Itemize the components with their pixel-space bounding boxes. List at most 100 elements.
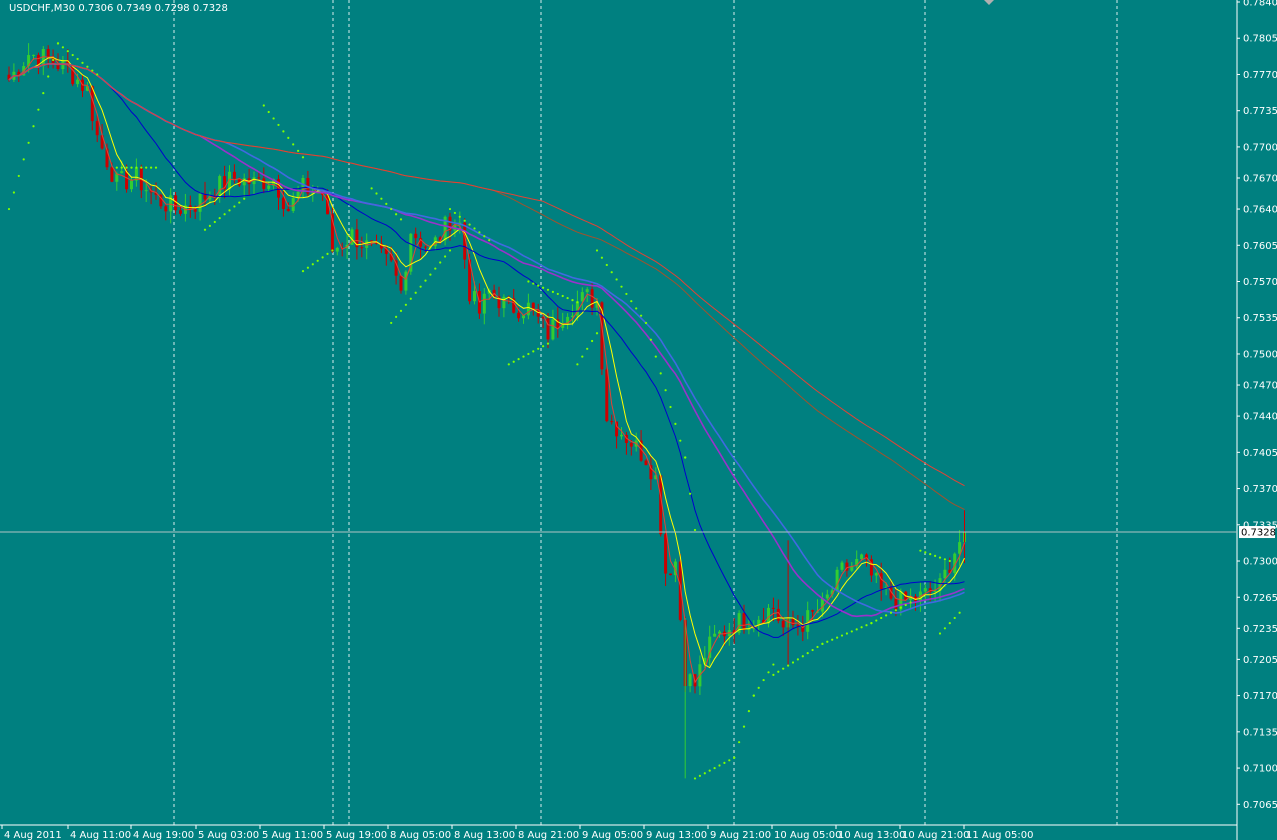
candle-body bbox=[482, 293, 486, 314]
sar-dot bbox=[698, 774, 702, 777]
candle-body bbox=[105, 148, 109, 168]
candle-body bbox=[36, 54, 40, 66]
candle-body bbox=[512, 298, 516, 313]
candle-body bbox=[365, 240, 369, 248]
candle-body bbox=[296, 191, 300, 199]
candle-body bbox=[718, 631, 721, 634]
candle-body bbox=[556, 319, 560, 328]
candle-body bbox=[522, 315, 525, 319]
sar-dot bbox=[272, 117, 275, 120]
x-tick-label: 11 Aug 05:00 bbox=[966, 830, 1033, 840]
y-tick-label: 0.7100 bbox=[1243, 764, 1277, 775]
sar-dot bbox=[321, 256, 324, 259]
x-tick-label: 9 Aug 21:00 bbox=[710, 830, 771, 840]
candle-body bbox=[566, 316, 570, 325]
candle-body bbox=[899, 591, 903, 610]
sar-dot bbox=[865, 624, 868, 627]
candle-body bbox=[654, 475, 658, 480]
candle-body bbox=[958, 542, 962, 554]
sar-dot bbox=[115, 166, 118, 169]
candle-body bbox=[66, 60, 70, 66]
candle-body bbox=[262, 178, 266, 189]
y-tick-label: 0.7500 bbox=[1243, 349, 1277, 360]
sar-dot bbox=[546, 342, 550, 345]
y-tick-label: 0.7535 bbox=[1243, 313, 1277, 324]
sar-dot bbox=[885, 614, 888, 617]
candle-body bbox=[590, 289, 594, 308]
sar-dot bbox=[306, 266, 309, 269]
sar-dot bbox=[414, 291, 417, 294]
sar-dot bbox=[630, 300, 633, 303]
sar-dot bbox=[723, 761, 726, 764]
candle-body bbox=[438, 237, 442, 241]
candle-body bbox=[879, 573, 883, 589]
candle-body bbox=[360, 247, 364, 249]
sar-dot bbox=[772, 673, 775, 676]
candle-body bbox=[134, 167, 138, 181]
candle-body bbox=[830, 590, 834, 595]
sar-dot bbox=[22, 158, 25, 161]
candle-body bbox=[737, 613, 741, 633]
sar-dot bbox=[909, 601, 912, 604]
current-price-label: 0.7328 bbox=[1241, 528, 1276, 539]
sar-dot bbox=[262, 104, 265, 107]
sar-dot bbox=[287, 136, 290, 139]
candle-body bbox=[76, 79, 80, 85]
sar-dot bbox=[154, 166, 158, 169]
y-tick-label: 0.7700 bbox=[1243, 142, 1277, 153]
sar-dot bbox=[713, 766, 716, 770]
sar-dot bbox=[488, 239, 491, 242]
sar-dot bbox=[708, 769, 711, 772]
sar-dot bbox=[399, 218, 403, 221]
sar-dot bbox=[395, 213, 398, 216]
candle-body bbox=[7, 74, 11, 80]
candle-body bbox=[370, 240, 374, 243]
candle-body bbox=[551, 319, 555, 340]
moving-average-line bbox=[8, 63, 965, 618]
chart-title: USDCHF,M30 0.7306 0.7349 0.7298 0.7328 bbox=[9, 3, 228, 14]
sar-dot bbox=[47, 75, 50, 78]
candle-body bbox=[771, 607, 775, 609]
sar-dot bbox=[233, 205, 236, 208]
candle-body bbox=[546, 318, 550, 340]
y-tick-label: 0.7335 bbox=[1243, 520, 1277, 531]
candle-body bbox=[708, 636, 712, 658]
sar-dot bbox=[605, 263, 608, 267]
sar-dot bbox=[66, 50, 69, 53]
candle-body bbox=[375, 242, 378, 244]
sar-dot bbox=[782, 667, 785, 670]
sar-dot bbox=[135, 166, 138, 169]
candle-body bbox=[252, 177, 256, 185]
candle-body bbox=[257, 177, 261, 179]
sar-dot bbox=[370, 187, 373, 190]
chart-shift-marker bbox=[984, 0, 994, 5]
sar-dot bbox=[796, 658, 800, 661]
candle-body bbox=[943, 569, 947, 579]
candle-body bbox=[473, 291, 476, 302]
candle-body bbox=[664, 534, 668, 574]
sar-dot bbox=[595, 332, 599, 335]
sar-dot bbox=[703, 772, 706, 775]
candle-body bbox=[762, 619, 766, 624]
sar-dot bbox=[733, 756, 736, 759]
sar-dot bbox=[943, 558, 947, 561]
candle-body bbox=[502, 296, 506, 309]
candle-body bbox=[497, 296, 501, 309]
y-tick-label: 0.7440 bbox=[1243, 412, 1277, 423]
candle-body bbox=[218, 176, 222, 198]
candle-body bbox=[326, 194, 329, 215]
sar-dot bbox=[444, 255, 447, 258]
candle-body bbox=[174, 195, 178, 211]
candle-body bbox=[659, 475, 663, 535]
y-tick-label: 0.7065 bbox=[1243, 800, 1277, 811]
x-tick-label: 10 Aug 13:00 bbox=[838, 830, 905, 840]
y-tick-label: 0.7570 bbox=[1243, 277, 1277, 288]
sar-dot bbox=[507, 363, 510, 366]
candle-body bbox=[198, 193, 202, 212]
candle-body bbox=[311, 192, 315, 194]
candle-body bbox=[232, 171, 236, 179]
sar-dot bbox=[561, 294, 564, 298]
x-tick-label: 5 Aug 11:00 bbox=[262, 830, 323, 840]
sar-dot bbox=[772, 663, 775, 666]
